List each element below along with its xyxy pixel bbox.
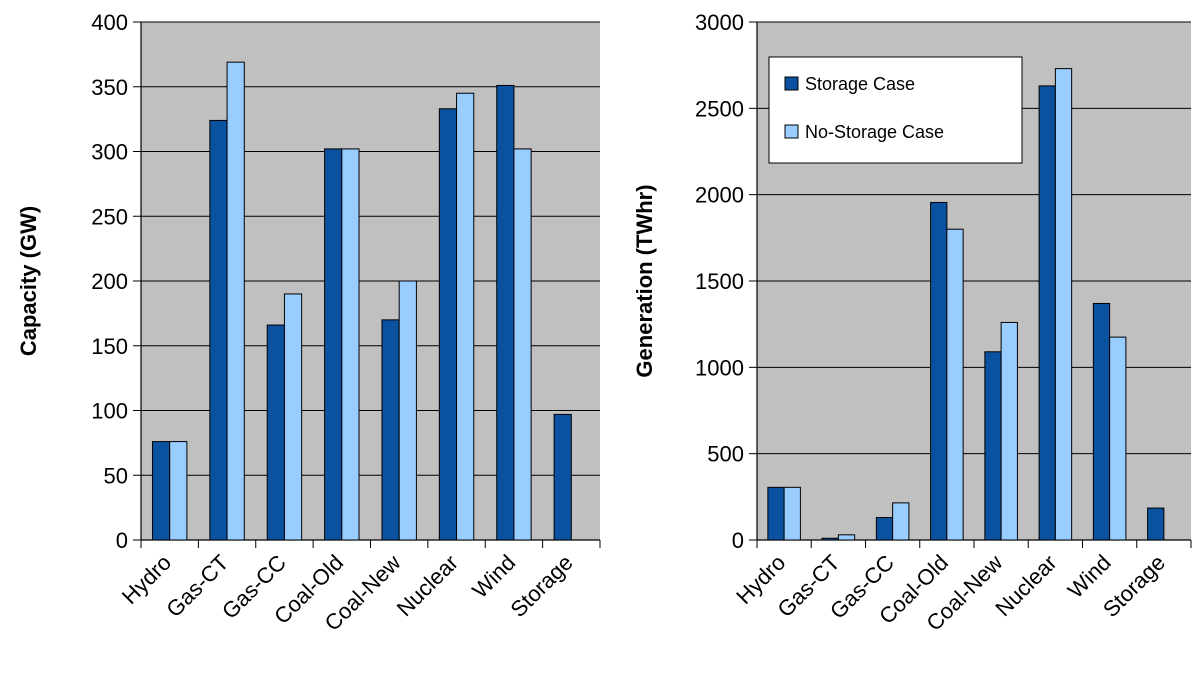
bar-no-storage-case: [946, 228, 964, 541]
legend-box: [768, 56, 1023, 164]
y-tick-label: 2000: [695, 183, 744, 208]
bar-storage-case: [266, 324, 285, 541]
bar-no-storage-case: [1054, 68, 1073, 541]
bar-storage-case: [496, 84, 515, 541]
bar-storage-case: [1092, 302, 1111, 541]
y-tick-label: 0: [116, 528, 128, 553]
legend: Storage Case No-Storage Case: [768, 56, 1023, 164]
x-category-label: Nuclear: [392, 550, 463, 621]
bar-no-storage-case: [1109, 336, 1127, 541]
y-tick-label: 1500: [695, 269, 744, 294]
legend-label: Storage Case: [805, 74, 915, 94]
bar-no-storage-case: [169, 441, 188, 541]
bar-no-storage-case: [283, 293, 303, 541]
capacity-chart: 050100150200250300350400HydroGas-CTGas-C…: [16, 10, 601, 636]
bar-storage-case: [930, 201, 948, 541]
y-tick-label: 400: [91, 10, 128, 35]
y-tick-label: 500: [707, 442, 744, 467]
bar-storage-case: [438, 108, 458, 541]
bar-no-storage-case: [837, 534, 856, 541]
bar-storage-case: [767, 486, 785, 541]
bar-no-storage-case: [456, 92, 475, 541]
y-axis-title: Capacity (GW): [16, 206, 41, 356]
y-tick-label: 1000: [695, 355, 744, 380]
bar-storage-case: [875, 517, 894, 541]
generation-chart: 050010001500200025003000HydroGas-CTGas-C…: [632, 10, 1192, 636]
bar-storage-case: [1147, 507, 1165, 541]
y-tick-label: 0: [732, 528, 744, 553]
y-tick-label: 100: [91, 399, 128, 424]
y-tick-label: 300: [91, 140, 128, 165]
bar-storage-case: [381, 319, 400, 541]
y-tick-label: 350: [91, 75, 128, 100]
bar-storage-case: [553, 413, 572, 541]
x-category-label: Wind: [467, 550, 520, 603]
legend-swatch: [784, 76, 799, 91]
y-tick-label: 2500: [695, 96, 744, 121]
y-tick-label: 150: [91, 334, 128, 359]
bar-no-storage-case: [398, 280, 417, 541]
x-category-label: Storage: [506, 550, 578, 622]
y-tick-label: 3000: [695, 10, 744, 35]
bar-storage-case: [984, 351, 1002, 541]
bar-storage-case: [1038, 85, 1056, 541]
legend-swatch: [784, 124, 799, 139]
y-tick-label: 200: [91, 269, 128, 294]
y-tick-label: 50: [104, 463, 128, 488]
bar-no-storage-case: [892, 502, 910, 541]
bar-no-storage-case: [783, 486, 801, 541]
bar-storage-case: [821, 537, 839, 541]
bar-no-storage-case: [341, 148, 360, 541]
bar-no-storage-case: [226, 61, 245, 541]
legend-label: No-Storage Case: [805, 122, 944, 142]
bar-no-storage-case: [513, 148, 532, 541]
bar-storage-case: [324, 148, 343, 541]
y-tick-label: 250: [91, 204, 128, 229]
bar-storage-case: [151, 441, 171, 541]
x-category-label: Nuclear: [990, 550, 1061, 621]
y-axis-title: Generation (TWhr): [632, 184, 657, 377]
bar-no-storage-case: [1000, 321, 1018, 541]
bar-storage-case: [209, 119, 228, 541]
